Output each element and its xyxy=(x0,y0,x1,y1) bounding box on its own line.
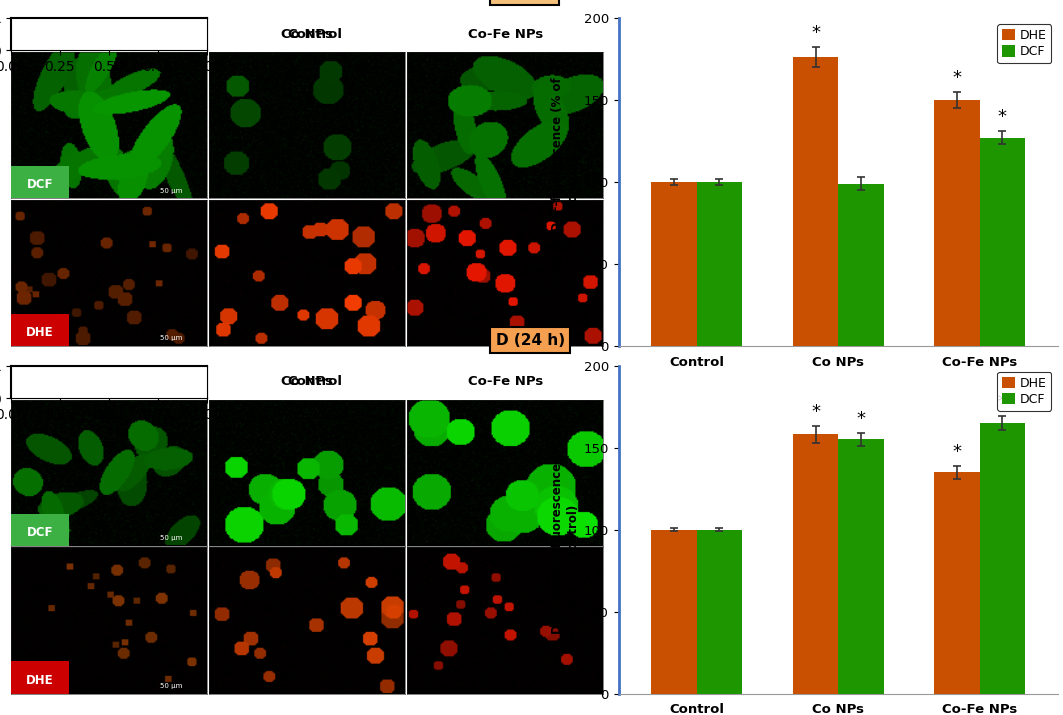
Text: DHE: DHE xyxy=(27,674,54,687)
Bar xyxy=(934,472,980,694)
Text: *: * xyxy=(998,108,1007,126)
Legend: DHE, DCF: DHE, DCF xyxy=(997,372,1051,411)
Text: *: * xyxy=(811,403,820,421)
Text: *: * xyxy=(811,24,820,42)
Text: Co NPs: Co NPs xyxy=(281,28,333,41)
Bar xyxy=(11,314,69,346)
Text: *: * xyxy=(952,443,962,460)
Bar xyxy=(793,435,839,694)
Text: Co-Fe NPs: Co-Fe NPs xyxy=(468,28,543,41)
Bar xyxy=(696,530,742,694)
Text: C (24 h): C (24 h) xyxy=(78,375,139,389)
Text: DCF: DCF xyxy=(27,526,53,539)
Text: Control: Control xyxy=(287,28,342,41)
Text: 50 μm: 50 μm xyxy=(161,536,183,541)
Text: D (24 h): D (24 h) xyxy=(495,332,564,347)
Text: A (4 h): A (4 h) xyxy=(82,27,135,41)
Bar xyxy=(11,166,69,198)
Text: *: * xyxy=(998,393,1007,411)
Text: Control: Control xyxy=(287,375,342,388)
Bar xyxy=(980,423,1025,694)
Bar xyxy=(11,661,69,694)
Bar xyxy=(652,530,696,694)
Text: *: * xyxy=(857,410,865,428)
Text: 50 μm: 50 μm xyxy=(161,335,183,342)
Text: DHE: DHE xyxy=(27,326,54,339)
Bar xyxy=(652,182,696,346)
Text: 50 μm: 50 μm xyxy=(161,683,183,689)
Bar xyxy=(696,182,742,346)
Text: *: * xyxy=(952,69,962,87)
Text: DCF: DCF xyxy=(27,179,53,192)
Bar xyxy=(980,137,1025,346)
Text: 50 μm: 50 μm xyxy=(161,188,183,194)
Y-axis label: DHE- vs DCF-fluorescence (% of
control): DHE- vs DCF-fluorescence (% of control) xyxy=(552,425,579,634)
Bar xyxy=(11,513,69,546)
Y-axis label: DHE- vs DCF-fluorescence (% of
control): DHE- vs DCF-fluorescence (% of control) xyxy=(552,77,579,287)
Bar xyxy=(839,184,883,346)
Bar xyxy=(793,57,839,346)
Text: Co-Fe NPs: Co-Fe NPs xyxy=(468,375,543,388)
Text: Co NPs: Co NPs xyxy=(281,375,333,388)
Bar xyxy=(934,100,980,346)
Legend: DHE, DCF: DHE, DCF xyxy=(997,24,1051,63)
Bar xyxy=(839,439,883,694)
